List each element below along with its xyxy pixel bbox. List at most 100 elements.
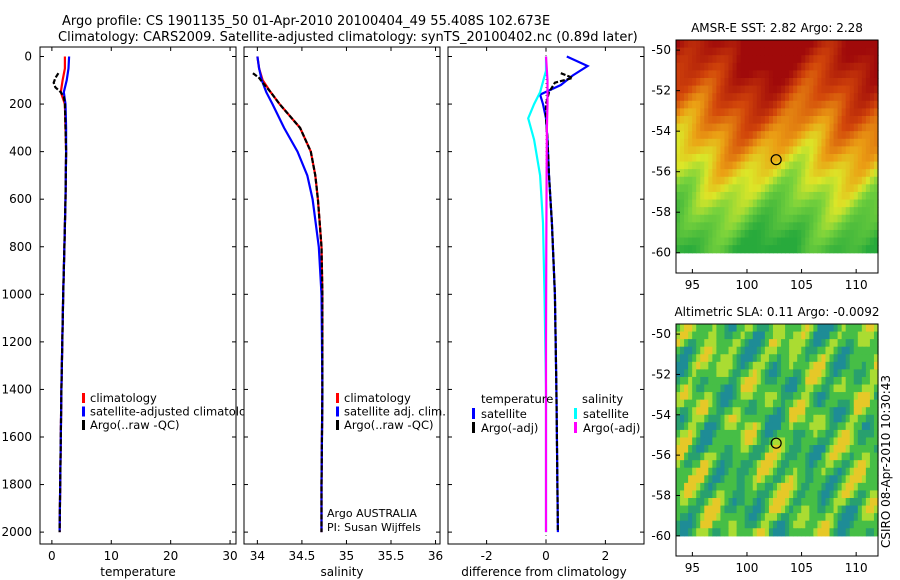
heatmap-cell <box>825 467 831 476</box>
heatmap-cell <box>740 376 746 386</box>
heatmap-cell <box>748 123 754 132</box>
heatmap-cell <box>764 229 770 239</box>
heatmap-cell <box>861 191 867 201</box>
heatmap-cell <box>732 245 738 254</box>
heatmap-cell <box>684 445 689 454</box>
heatmap-cell <box>813 138 818 147</box>
heatmap-cell <box>837 199 843 208</box>
heatmap-cell <box>841 399 847 408</box>
heatmap-cell <box>712 115 717 125</box>
heatmap-cell <box>845 146 851 155</box>
heatmap-cell <box>853 184 859 193</box>
heatmap-cell <box>813 100 818 109</box>
heatmap-cell <box>692 153 697 163</box>
heatmap-cell <box>732 460 738 469</box>
heatmap-cell <box>861 85 867 94</box>
heatmap-cell <box>777 505 782 514</box>
heatmap-cell <box>752 222 758 231</box>
heatmap-cell <box>772 475 778 484</box>
heatmap-cell <box>789 131 794 140</box>
heatmap-cell <box>805 222 810 231</box>
heatmap-cell <box>760 93 766 102</box>
heatmap-cell <box>748 237 754 246</box>
heatmap-cell <box>700 384 705 393</box>
heatmap-cell <box>789 237 794 246</box>
heatmap-cell <box>821 169 827 178</box>
heatmap-cell <box>708 184 713 193</box>
heatmap-cell <box>756 93 762 102</box>
heatmap-cell <box>772 346 778 355</box>
heatmap-cell <box>813 85 818 94</box>
heatmap-cell <box>801 437 806 446</box>
heatmap-cell <box>781 138 786 147</box>
heatmap-cell <box>736 123 742 132</box>
heatmap-cell <box>813 131 818 140</box>
x-tick-label: 20 <box>163 549 178 563</box>
heatmap-cell <box>793 161 798 170</box>
heatmap-cell <box>781 392 786 401</box>
heatmap-cell <box>817 131 823 140</box>
heatmap-cell <box>873 324 879 333</box>
heatmap-cell <box>849 513 855 522</box>
heatmap-cell <box>764 528 770 537</box>
heatmap-cell <box>865 452 871 461</box>
heatmap-cell <box>785 361 790 370</box>
heatmap-cell <box>821 354 827 363</box>
heatmap-cell <box>777 85 782 94</box>
heatmap-cell <box>801 207 806 216</box>
heatmap-cell <box>724 93 730 102</box>
heatmap-cell <box>740 93 746 102</box>
heatmap-cell <box>772 399 778 408</box>
heatmap-cell <box>841 490 847 499</box>
heatmap-cell <box>700 131 705 140</box>
heatmap-cell <box>793 62 798 71</box>
heatmap-cell <box>744 437 750 446</box>
heatmap-cell <box>744 207 750 216</box>
heatmap-cell <box>696 490 701 499</box>
heatmap-cell <box>720 482 726 492</box>
heatmap-cell <box>849 115 855 125</box>
heatmap-cell <box>716 475 722 484</box>
heatmap-cell <box>676 161 681 170</box>
heatmap-cell <box>805 176 810 185</box>
heatmap-cell <box>825 47 831 56</box>
heatmap-cell <box>805 331 810 340</box>
heatmap-cell <box>752 498 758 507</box>
heatmap-cell <box>857 346 863 355</box>
heatmap-cell <box>873 346 879 355</box>
heatmap-cell <box>680 161 685 170</box>
heatmap-cell <box>857 361 863 370</box>
heatmap-cell <box>837 146 843 155</box>
heatmap-cell <box>692 169 697 178</box>
heatmap-cell <box>869 77 875 87</box>
heatmap-cell <box>857 237 863 246</box>
heatmap-cell <box>861 176 867 185</box>
heatmap-cell <box>809 169 814 178</box>
heatmap-cell <box>821 392 827 401</box>
heatmap-cell <box>720 490 726 499</box>
heatmap-cell <box>744 414 750 423</box>
heatmap-cell <box>680 437 685 446</box>
heatmap-cell <box>829 184 835 193</box>
heatmap-cell <box>873 169 879 178</box>
heatmap-cell <box>857 55 863 64</box>
heatmap-cell <box>736 498 742 507</box>
heatmap-cell <box>785 460 790 469</box>
heatmap-cell <box>817 237 823 246</box>
heatmap-cell <box>869 346 875 355</box>
heatmap-cell <box>777 407 782 416</box>
heatmap-cell <box>680 369 685 378</box>
heatmap-cell <box>704 346 709 355</box>
heatmap-cell <box>825 331 831 340</box>
heatmap-cell <box>857 146 863 155</box>
heatmap-cell <box>680 62 685 71</box>
heatmap-cell <box>797 161 802 170</box>
heatmap-cell <box>680 115 685 125</box>
heatmap-cell <box>700 445 705 454</box>
heatmap-cell <box>684 475 689 484</box>
heatmap-cell <box>704 237 709 246</box>
heatmap-cell <box>704 437 709 446</box>
heatmap-cell <box>712 445 717 454</box>
heatmap-cell <box>781 237 786 246</box>
